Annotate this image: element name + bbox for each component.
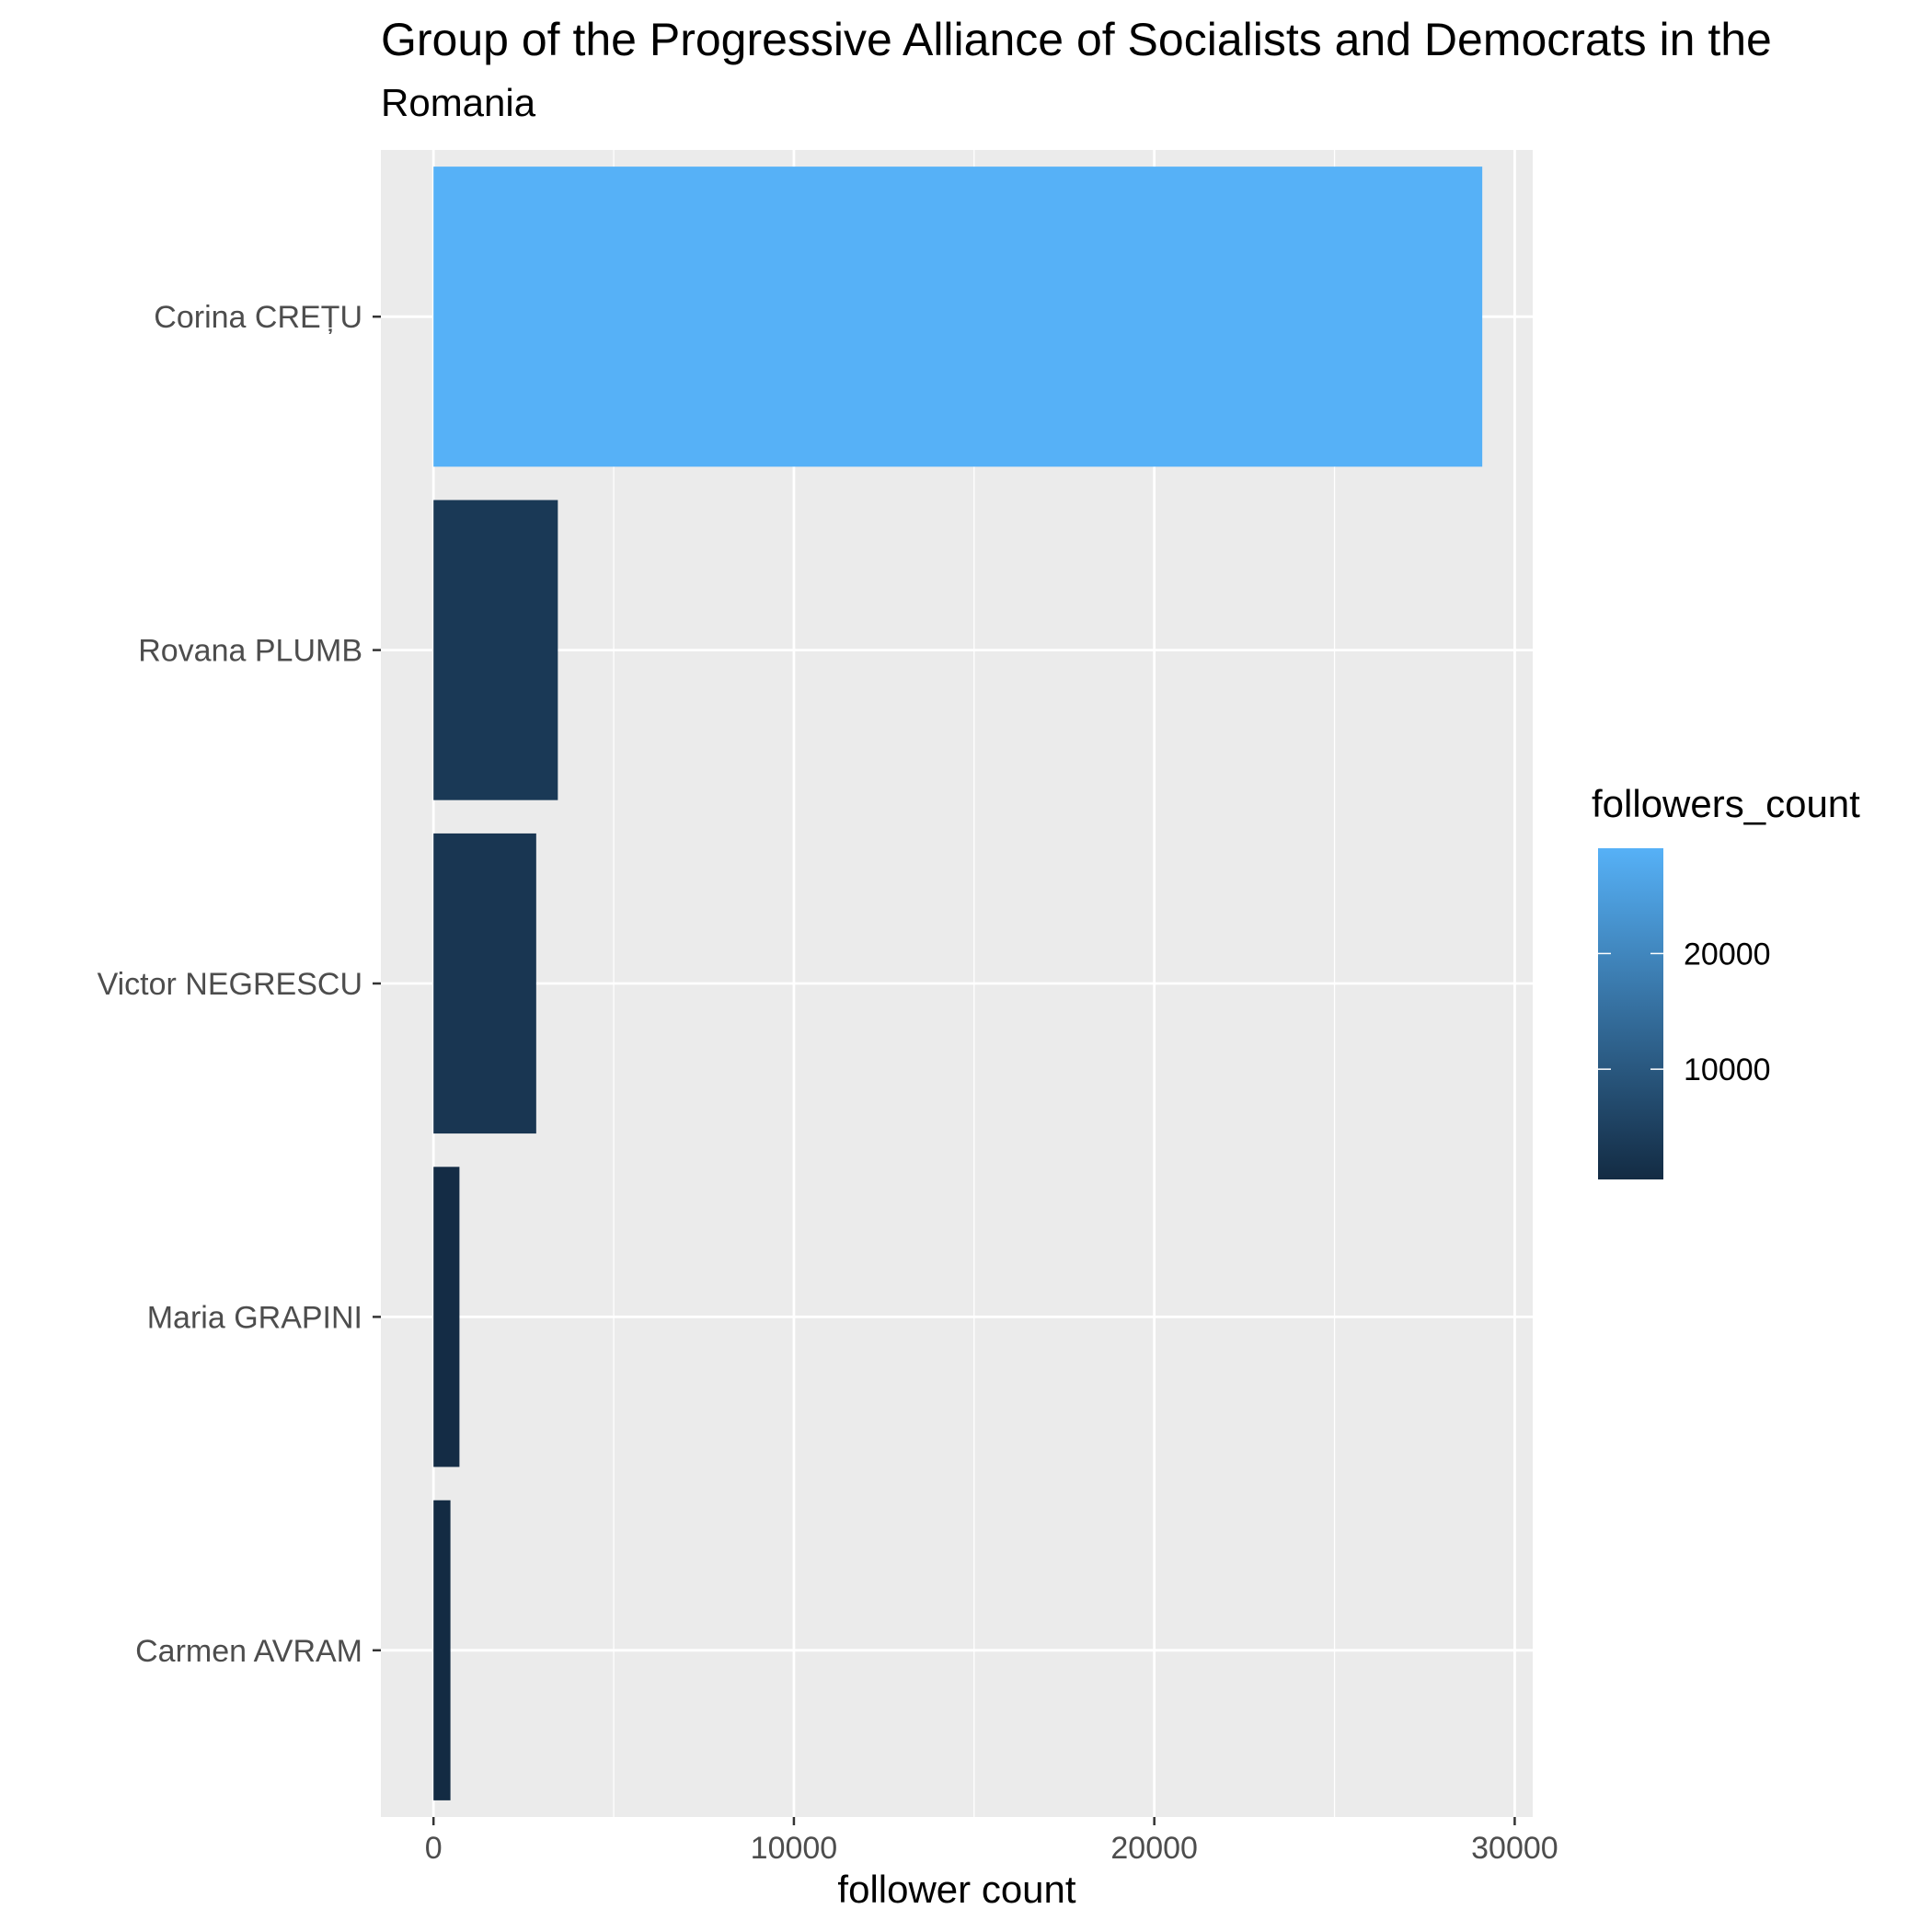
y-tick-label: Victor NEGRESCU [98,967,362,1002]
x-tick-label: 20000 [1110,1831,1198,1866]
bar [433,1167,460,1467]
legend-colorbar [1598,848,1663,1179]
bar [433,833,536,1134]
y-tick-label: Corina CREȚU [154,300,362,335]
legend-title: followers_count [1592,782,1860,825]
y-tick-label: Carmen AVRAM [135,1634,362,1669]
x-tick-label: 30000 [1471,1831,1558,1866]
bar [433,500,558,800]
legend-tick-label: 10000 [1684,1052,1771,1087]
x-tick-label: 0 [425,1831,443,1866]
x-tick-label: 10000 [751,1831,838,1866]
chart-subtitle: Romania [381,81,536,124]
bar [433,1500,451,1800]
bar [433,167,1483,467]
legend-tick-label: 20000 [1684,937,1771,972]
chart-title: Group of the Progressive Alliance of Soc… [381,14,1772,65]
y-tick-label: Maria GRAPINI [147,1300,362,1335]
x-axis-title: follower count [837,1868,1075,1911]
y-tick-label: Rovana PLUMB [138,634,362,669]
